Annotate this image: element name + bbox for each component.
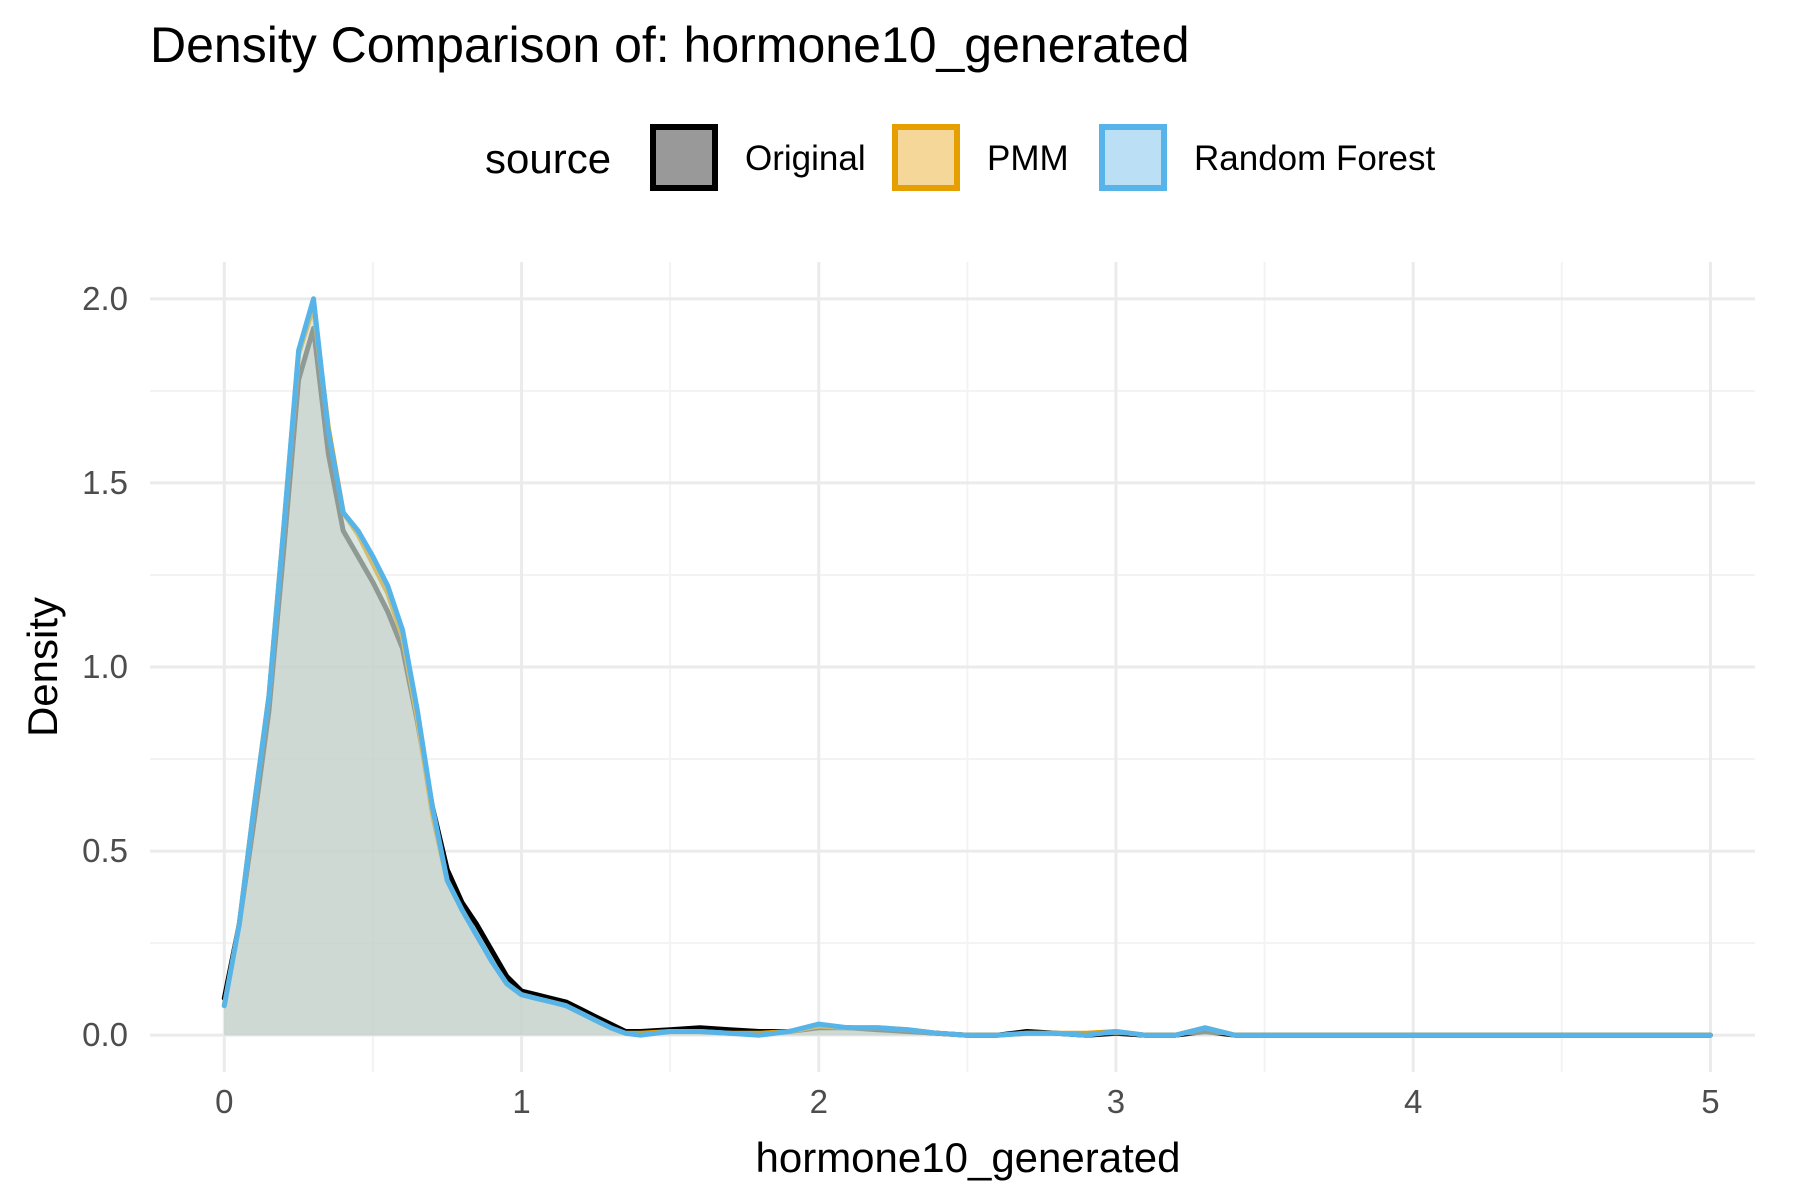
x-tick-label: 3 — [1107, 1083, 1125, 1120]
y-tick-label: 1.0 — [82, 648, 128, 685]
density-area-pmm — [224, 306, 1711, 1036]
x-tick-label: 0 — [215, 1083, 233, 1120]
x-tick-label: 5 — [1701, 1083, 1719, 1120]
x-tick-label: 1 — [512, 1083, 530, 1120]
legend-key-pmm — [892, 124, 960, 191]
x-tick-label: 4 — [1404, 1083, 1422, 1120]
legend-label-original: Original — [745, 139, 866, 178]
grid-major — [150, 262, 1755, 1072]
chart-title: Density Comparison of: hormone10_generat… — [150, 17, 1190, 73]
legend-key-original — [650, 124, 718, 191]
series-layer — [221, 296, 1713, 1038]
legend-label-random-forest: Random Forest — [1194, 139, 1435, 178]
legend: source Original PMM Random Forest — [485, 124, 1435, 191]
y-tick-label: 0.5 — [82, 832, 128, 869]
legend-title: source — [485, 135, 611, 182]
x-tick-labels: 0 1 2 3 4 5 — [215, 1083, 1719, 1120]
x-tick-label: 2 — [810, 1083, 828, 1120]
y-tick-label: 0.0 — [82, 1016, 128, 1053]
plot-area: 0 1 2 3 4 5 0.0 0.5 1.0 1.5 2.0 — [82, 262, 1755, 1120]
density-line-random-forest — [221, 296, 1713, 1038]
y-tick-labels: 0.0 0.5 1.0 1.5 2.0 — [82, 280, 128, 1053]
density-area-random-forest — [224, 298, 1711, 1036]
y-axis-title: Density — [19, 597, 66, 737]
y-tick-label: 2.0 — [82, 280, 128, 317]
y-tick-label: 1.5 — [82, 464, 128, 501]
legend-key-random-forest — [1099, 124, 1167, 191]
legend-label-pmm: PMM — [987, 139, 1069, 178]
x-axis-title: hormone10_generated — [755, 1134, 1180, 1181]
density-area-original — [224, 328, 1711, 1036]
